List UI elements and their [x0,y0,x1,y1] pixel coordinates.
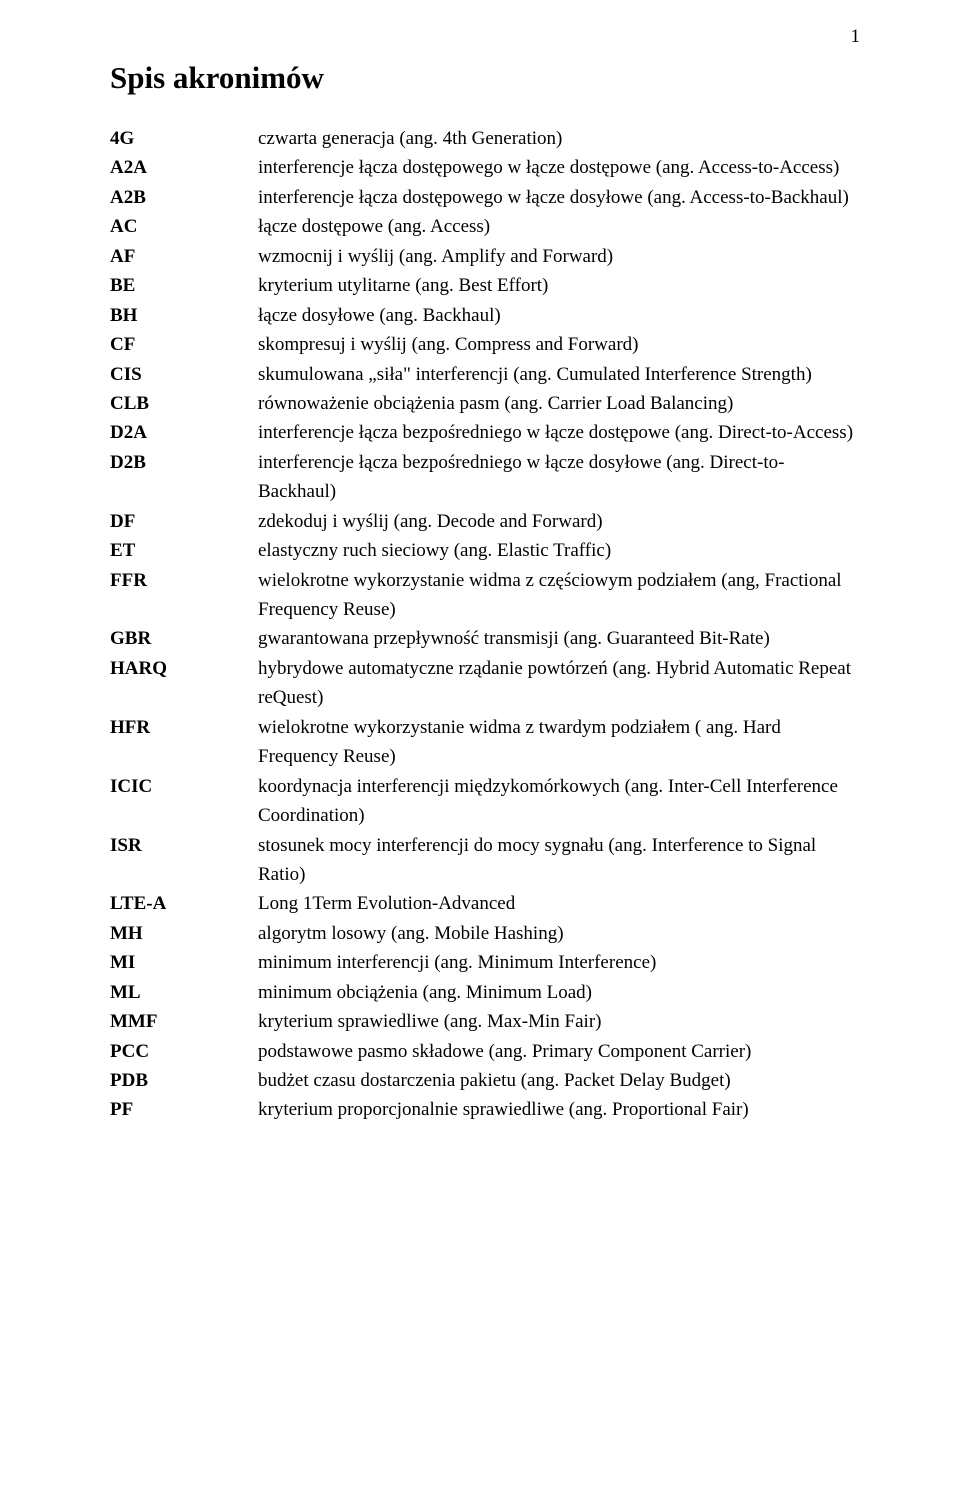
acronym-definition: wzmocnij i wyślij (ang. Amplify and Forw… [258,242,860,271]
acronym-entry: A2Ainterferencje łącza dostępowego w łąc… [110,153,860,182]
acronym-term: A2B [110,183,258,212]
acronym-term: D2B [110,448,258,477]
acronym-term: BH [110,301,258,330]
acronym-definition: czwarta generacja (ang. 4th Generation) [258,124,860,153]
acronym-definition: interferencje łącza dostępowego w łącze … [258,153,860,182]
acronym-definition: elastyczny ruch sieciowy (ang. Elastic T… [258,536,860,565]
acronym-definition: budżet czasu dostarczenia pakietu (ang. … [258,1066,860,1095]
acronym-term: AC [110,212,258,241]
acronym-entry: BHłącze dosyłowe (ang. Backhaul) [110,301,860,330]
acronym-entry: LTE-ALong 1Term Evolution-Advanced [110,889,860,918]
acronym-entry: ACłącze dostępowe (ang. Access) [110,212,860,241]
acronym-entry: ISRstosunek mocy interferencji do mocy s… [110,831,860,890]
acronym-entry: D2Binterferencje łącza bezpośredniego w … [110,448,860,507]
acronym-entry: PFkryterium proporcjonalnie sprawiedliwe… [110,1095,860,1124]
acronym-term: DF [110,507,258,536]
acronym-entry: D2Ainterferencje łącza bezpośredniego w … [110,418,860,447]
acronym-definition: gwarantowana przepływność transmisji (an… [258,624,860,653]
acronym-entry: AFwzmocnij i wyślij (ang. Amplify and Fo… [110,242,860,271]
acronym-term: ICIC [110,772,258,801]
acronym-term: HFR [110,713,258,742]
acronym-definition: skompresuj i wyślij (ang. Compress and F… [258,330,860,359]
acronym-term: CLB [110,389,258,418]
page-title: Spis akronimów [110,60,860,96]
acronym-term: ML [110,978,258,1007]
acronym-term: MH [110,919,258,948]
acronym-definition: kryterium utylitarne (ang. Best Effort) [258,271,860,300]
acronym-entry: GBRgwarantowana przepływność transmisji … [110,624,860,653]
acronym-definition: koordynacja interferencji międzykomórkow… [258,772,860,831]
acronym-term: ISR [110,831,258,860]
acronym-definition: łącze dosyłowe (ang. Backhaul) [258,301,860,330]
acronym-definition: skumulowana „siła" interferencji (ang. C… [258,360,860,389]
acronym-definition: wielokrotne wykorzystanie widma z twardy… [258,713,860,772]
acronym-term: HARQ [110,654,258,683]
acronym-entry: CFskompresuj i wyślij (ang. Compress and… [110,330,860,359]
acronym-entry: 4Gczwarta generacja (ang. 4th Generation… [110,124,860,153]
acronym-term: MI [110,948,258,977]
acronym-entry: HFRwielokrotne wykorzystanie widma z twa… [110,713,860,772]
acronym-entry: CISskumulowana „siła" interferencji (ang… [110,360,860,389]
acronym-definition: interferencje łącza bezpośredniego w łąc… [258,418,860,447]
acronym-definition: kryterium proporcjonalnie sprawiedliwe (… [258,1095,860,1124]
acronym-entry: DFzdekoduj i wyślij (ang. Decode and For… [110,507,860,536]
acronym-definition: algorytm losowy (ang. Mobile Hashing) [258,919,860,948]
acronym-definition: zdekoduj i wyślij (ang. Decode and Forwa… [258,507,860,536]
acronym-term: MMF [110,1007,258,1036]
acronym-term: PDB [110,1066,258,1095]
acronym-term: AF [110,242,258,271]
acronym-entry: A2Binterferencje łącza dostępowego w łąc… [110,183,860,212]
acronym-definition: minimum interferencji (ang. Minimum Inte… [258,948,860,977]
acronym-entry: MMFkryterium sprawiedliwe (ang. Max-Min … [110,1007,860,1036]
acronym-term: ET [110,536,258,565]
acronym-definition: podstawowe pasmo składowe (ang. Primary … [258,1037,860,1066]
acronym-entry: CLBrównoważenie obciążenia pasm (ang. Ca… [110,389,860,418]
acronym-entry: PDBbudżet czasu dostarczenia pakietu (an… [110,1066,860,1095]
acronym-term: PCC [110,1037,258,1066]
acronym-definition: kryterium sprawiedliwe (ang. Max-Min Fai… [258,1007,860,1036]
acronym-term: PF [110,1095,258,1124]
acronym-entry: HARQhybrydowe automatyczne rządanie powt… [110,654,860,713]
acronym-definition: interferencje łącza bezpośredniego w łąc… [258,448,860,507]
document-page: 1 Spis akronimów 4Gczwarta generacja (an… [0,0,960,1165]
acronym-term: A2A [110,153,258,182]
acronym-entry: ETelastyczny ruch sieciowy (ang. Elastic… [110,536,860,565]
acronym-definition: stosunek mocy interferencji do mocy sygn… [258,831,860,890]
acronym-entry: MIminimum interferencji (ang. Minimum In… [110,948,860,977]
acronym-definition: hybrydowe automatyczne rządanie powtórze… [258,654,860,713]
acronym-definition: minimum obciążenia (ang. Minimum Load) [258,978,860,1007]
acronym-definition: interferencje łącza dostępowego w łącze … [258,183,860,212]
acronym-term: 4G [110,124,258,153]
acronym-entry: MHalgorytm losowy (ang. Mobile Hashing) [110,919,860,948]
acronym-entry: FFRwielokrotne wykorzystanie widma z czę… [110,566,860,625]
acronym-definition: wielokrotne wykorzystanie widma z części… [258,566,860,625]
acronym-term: FFR [110,566,258,595]
acronym-term: CIS [110,360,258,389]
acronym-term: GBR [110,624,258,653]
acronym-definition: łącze dostępowe (ang. Access) [258,212,860,241]
acronym-entry: MLminimum obciążenia (ang. Minimum Load) [110,978,860,1007]
acronym-entry: PCCpodstawowe pasmo składowe (ang. Prima… [110,1037,860,1066]
acronym-term: CF [110,330,258,359]
acronym-list: 4Gczwarta generacja (ang. 4th Generation… [110,124,860,1125]
acronym-definition: Long 1Term Evolution-Advanced [258,889,860,918]
acronym-term: LTE-A [110,889,258,918]
acronym-term: D2A [110,418,258,447]
acronym-term: BE [110,271,258,300]
acronym-entry: BEkryterium utylitarne (ang. Best Effort… [110,271,860,300]
acronym-definition: równoważenie obciążenia pasm (ang. Carri… [258,389,860,418]
acronym-entry: ICICkoordynacja interferencji międzykomó… [110,772,860,831]
page-number: 1 [851,26,861,48]
